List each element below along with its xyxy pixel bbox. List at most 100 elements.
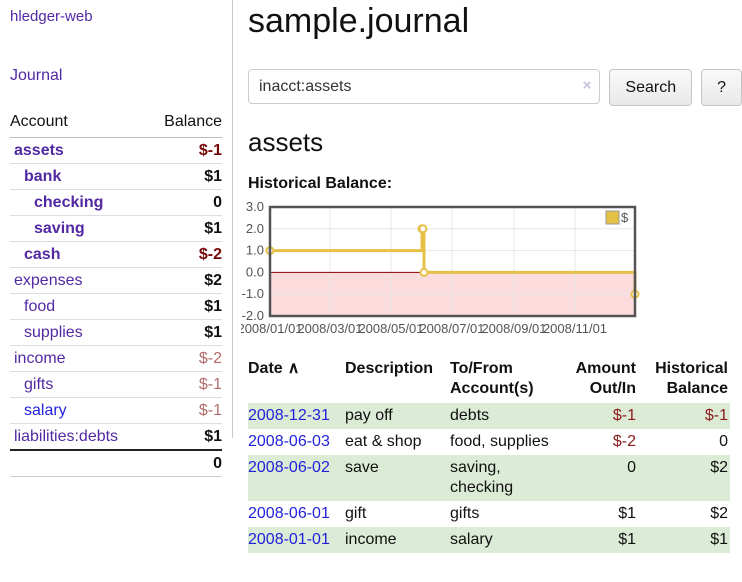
legend-swatch <box>605 210 620 225</box>
account-row: saving $1 <box>10 215 222 242</box>
clear-search-icon[interactable]: × <box>582 77 592 94</box>
balance-col-header-register: Historical Balance <box>655 360 728 397</box>
account-heading: assets <box>248 127 324 157</box>
account-balance: $1 <box>148 215 222 242</box>
transaction-date-link[interactable]: 2008-06-03 <box>248 433 330 450</box>
transaction-description: gift <box>345 505 367 522</box>
account-link[interactable]: liabilities:debts <box>14 428 119 445</box>
account-name-cell: expenses <box>10 267 149 294</box>
sidebar: hledger-web Journal Account Balance asse… <box>0 0 233 477</box>
account-link[interactable]: food <box>24 298 56 315</box>
x-axis-tick-label: 2008/07/01 <box>419 321 484 336</box>
historical-balance-chart[interactable]: $3.0 2.0 1.0 0.0 -1.0 -2.02008/01/012008/03/0… <box>241 200 693 342</box>
app-title-link[interactable]: hledger-web <box>10 8 93 25</box>
x-axis-tick-label: 2008/03/01 <box>297 321 362 336</box>
x-axis-tick-label: 2008/01/01 <box>241 321 303 336</box>
transaction-row: 2008-06-03 eat & shop food, supplies $-2… <box>248 429 730 455</box>
account-balance: 0 <box>148 189 222 216</box>
account-row: food $1 <box>10 293 222 320</box>
y-axis-tick-label: 1.0 <box>246 243 264 258</box>
account-name-cell: salary <box>10 397 149 424</box>
sidebar-item-journal[interactable]: Journal <box>10 67 63 84</box>
transaction-date-cell: 2008-06-01 <box>248 501 345 527</box>
account-link[interactable]: assets <box>14 142 64 159</box>
page-title: sample.journal <box>248 2 470 40</box>
plot-border <box>268 205 637 318</box>
x-axis-tick-label: 2008/11/01 <box>543 321 607 336</box>
date-col-header[interactable]: Date ∧ <box>248 360 300 377</box>
legend-label: $ <box>621 210 629 225</box>
account-name-cell: supplies <box>10 319 149 346</box>
accounts-total-balance: 0 <box>148 449 222 477</box>
account-link[interactable]: gifts <box>24 376 54 393</box>
account-balance: $-1 <box>148 371 222 398</box>
search-box: × <box>248 69 601 106</box>
account-name-cell: assets <box>10 137 149 164</box>
search-input[interactable] <box>248 69 601 104</box>
account-balance: $-2 <box>148 241 222 268</box>
transaction-amount: $1 <box>618 531 636 548</box>
account-row: liabilities:debts $1 <box>10 423 222 451</box>
accounts-table-header: Account Balance <box>10 109 222 138</box>
account-link[interactable]: bank <box>24 168 62 185</box>
account-name-cell: food <box>10 293 149 320</box>
y-axis-tick-label: -1.0 <box>242 286 264 301</box>
transaction-accounts: gifts <box>450 505 480 522</box>
transaction-accounts: food, supplies <box>450 433 549 450</box>
main-content: sample.journal × Search ? assets Histori… <box>241 2 742 553</box>
account-link[interactable]: income <box>14 350 66 367</box>
description-col-header: Description <box>345 360 434 377</box>
account-balance: $1 <box>148 163 222 190</box>
transaction-description: save <box>345 459 379 476</box>
account-row: income $-2 <box>10 345 222 372</box>
data-point-marker[interactable] <box>418 224 428 234</box>
transaction-amount: $1 <box>618 505 636 522</box>
transaction-accounts: saving, checking <box>450 459 514 496</box>
account-row: assets $-1 <box>10 137 222 164</box>
transaction-amount: 0 <box>627 459 636 476</box>
transaction-balance: 0 <box>719 433 728 450</box>
account-link[interactable]: supplies <box>24 324 83 341</box>
account-balance: $-2 <box>148 345 222 372</box>
account-row: bank $1 <box>10 163 222 190</box>
account-row: supplies $1 <box>10 319 222 346</box>
y-axis-tick-label: 2.0 <box>246 221 264 236</box>
account-link[interactable]: cash <box>24 246 61 263</box>
accounts-table: Account Balance assets $-1 bank $1 check… <box>10 109 222 477</box>
account-row: gifts $-1 <box>10 371 222 398</box>
account-row: checking 0 <box>10 189 222 216</box>
search-button[interactable]: Search <box>609 69 693 106</box>
transaction-description: pay off <box>345 407 393 424</box>
accounts-col-header: Account <box>10 109 149 138</box>
transaction-date-link[interactable]: 2008-01-01 <box>248 531 330 548</box>
account-balance: $1 <box>148 293 222 320</box>
transaction-date-link[interactable]: 2008-06-02 <box>248 459 330 476</box>
transaction-date-cell: 2008-06-03 <box>248 429 345 455</box>
account-link[interactable]: salary <box>24 402 67 419</box>
account-name-cell: saving <box>10 215 149 242</box>
sort-ascending-icon: ∧ <box>287 360 300 377</box>
amount-col-header: Amount Out/In <box>575 360 636 397</box>
account-balance: $1 <box>148 423 222 451</box>
account-link[interactable]: checking <box>34 194 104 211</box>
account-name-cell: gifts <box>10 371 149 398</box>
transaction-date-link[interactable]: 2008-12-31 <box>248 407 330 424</box>
account-name-cell: bank <box>10 163 149 190</box>
account-link[interactable]: saving <box>34 220 85 237</box>
x-axis-tick-label: 2008/09/01 <box>481 321 546 336</box>
transaction-balance: $1 <box>710 531 728 548</box>
account-name-cell: income <box>10 345 149 372</box>
transaction-balance: $-1 <box>704 407 728 424</box>
accounts-total-row: 0 <box>10 449 222 477</box>
account-row: salary $-1 <box>10 397 222 424</box>
transaction-date-link[interactable]: 2008-06-01 <box>248 505 330 522</box>
account-link[interactable]: expenses <box>14 272 83 289</box>
transaction-date-cell: 2008-12-31 <box>248 403 345 429</box>
data-point-marker[interactable] <box>419 267 429 277</box>
accounts-col-header-register: To/From Account(s) <box>450 360 534 397</box>
help-button[interactable]: ? <box>701 69 742 106</box>
transaction-description: eat & shop <box>345 433 422 450</box>
transaction-row: 2008-06-02 save saving, checking 0 $2 <box>248 455 730 501</box>
account-name-cell: liabilities:debts <box>10 423 149 451</box>
account-name-cell: checking <box>10 189 149 216</box>
